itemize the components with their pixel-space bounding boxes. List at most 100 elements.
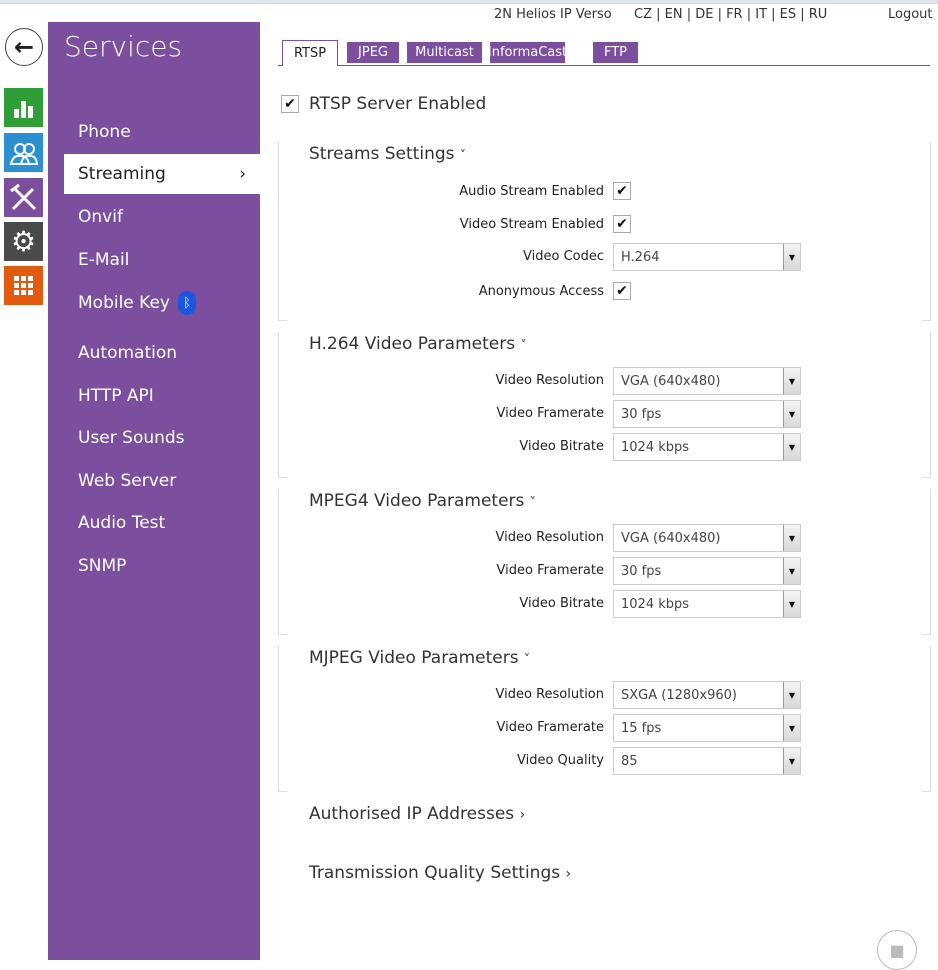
language-selector[interactable]: CZ | EN | DE | FR | IT | ES | RU: [634, 7, 828, 22]
select-value: VGA (640x480): [621, 531, 721, 546]
streams-settings-section: Streams Settings ˅ Audio Stream Enabled ✔…: [278, 142, 931, 321]
select-value: 30 fps: [621, 407, 662, 422]
streams-settings-title[interactable]: Streams Settings ˅: [309, 144, 466, 164]
mpeg4-bitrate-select[interactable]: 1024 kbps ▼: [613, 590, 801, 618]
section-title: Streams Settings: [309, 144, 455, 164]
tab-informacast[interactable]: InformaCast: [488, 42, 567, 63]
sidebar-item-label: Streaming: [78, 164, 166, 184]
sidebar-item-user-sounds[interactable]: User Sounds: [78, 428, 185, 448]
chevron-down-icon: ˅: [520, 338, 527, 352]
device-name: 2N Helios IP Verso: [494, 7, 612, 22]
dropdown-arrow-icon: ▼: [783, 748, 800, 774]
chevron-right-icon: ›: [519, 807, 526, 823]
section-title: MPEG4 Video Parameters: [309, 491, 525, 511]
tab-jpeg[interactable]: JPEG: [347, 42, 399, 63]
users-icon[interactable]: [4, 133, 43, 172]
dropdown-arrow-icon: ▼: [783, 434, 800, 460]
grid-icon[interactable]: [4, 266, 43, 305]
tab-ftp[interactable]: FTP: [593, 42, 638, 63]
mjpeg-quality-select[interactable]: 85 ▼: [613, 747, 801, 775]
dropdown-arrow-icon: ▼: [783, 525, 800, 551]
sidebar-item-audio-test[interactable]: Audio Test: [78, 513, 166, 533]
chevron-down-icon: ˅: [459, 148, 466, 162]
sidebar-item-snmp[interactable]: SNMP: [78, 556, 127, 576]
video-quality-label: Video Quality: [516, 753, 604, 768]
sidebar-title: Services: [64, 30, 183, 63]
sidebar-item-automation[interactable]: Automation: [78, 343, 178, 363]
video-stream-label: Video Stream Enabled: [459, 217, 604, 232]
dropdown-arrow-icon: ▼: [783, 244, 800, 270]
video-bitrate-label: Video Bitrate: [519, 439, 604, 454]
dropdown-arrow-icon: ▼: [783, 715, 800, 741]
video-bitrate-label: Video Bitrate: [519, 596, 604, 611]
rtsp-enabled-row: ✔ RTSP Server Enabled: [281, 94, 486, 114]
section-title: H.264 Video Parameters: [309, 334, 516, 354]
dropdown-arrow-icon: ▼: [783, 591, 800, 617]
link-label: Authorised IP Addresses: [309, 804, 515, 824]
tab-bar: RTSP JPEG Multicast InformaCast FTP: [278, 40, 930, 66]
chevron-down-icon: ˅: [529, 495, 536, 509]
mjpeg-resolution-select[interactable]: SXGA (1280x960) ▼: [613, 681, 801, 709]
select-value: 30 fps: [621, 564, 662, 579]
sidebar-item-phone[interactable]: Phone: [78, 122, 131, 142]
sidebar-item-web-server[interactable]: Web Server: [78, 471, 177, 491]
tools-icon[interactable]: [4, 178, 43, 217]
video-resolution-label: Video Resolution: [495, 373, 604, 388]
sidebar: Services Phone Streaming › Onvif E-Mail M…: [48, 22, 260, 960]
transmission-quality-link[interactable]: Transmission Quality Settings ›: [309, 863, 571, 883]
authorised-ip-link[interactable]: Authorised IP Addresses ›: [309, 804, 525, 824]
dropdown-arrow-icon: ▼: [783, 401, 800, 427]
sidebar-item-streaming[interactable]: Streaming ›: [64, 154, 260, 194]
audio-stream-checkbox[interactable]: ✔: [613, 182, 631, 200]
tab-multicast[interactable]: Multicast: [407, 42, 482, 63]
mjpeg-section: MJPEG Video Parameters ˅ Video Resolutio…: [278, 646, 931, 792]
tab-rtsp[interactable]: RTSP: [282, 40, 338, 66]
h264-resolution-select[interactable]: VGA (640x480) ▼: [613, 367, 801, 395]
select-value: 85: [621, 754, 638, 769]
rtsp-enabled-label: RTSP Server Enabled: [309, 94, 487, 114]
sidebar-item-mobile-key[interactable]: Mobile Key ᛒ: [64, 283, 260, 323]
browser-top-bar: [0, 0, 938, 4]
logout-link[interactable]: Logout: [888, 7, 933, 22]
video-stream-checkbox[interactable]: ✔: [613, 215, 631, 233]
h264-framerate-select[interactable]: 30 fps ▼: [613, 400, 801, 428]
video-framerate-label: Video Framerate: [496, 406, 604, 421]
select-value: 1024 kbps: [621, 597, 690, 612]
audio-stream-label: Audio Stream Enabled: [459, 184, 604, 199]
chart-icon[interactable]: [4, 88, 43, 127]
back-arrow-icon[interactable]: ←: [5, 28, 43, 66]
select-value: 15 fps: [621, 721, 662, 736]
video-framerate-label: Video Framerate: [496, 563, 604, 578]
select-value: SXGA (1280x960): [621, 688, 737, 703]
select-value: VGA (640x480): [621, 374, 721, 389]
mpeg4-framerate-select[interactable]: 30 fps ▼: [613, 557, 801, 585]
anonymous-access-label: Anonymous Access: [478, 284, 604, 299]
mpeg4-section: MPEG4 Video Parameters ˅ Video Resolutio…: [278, 489, 931, 635]
sidebar-item-onvif[interactable]: Onvif: [78, 207, 123, 227]
sidebar-item-http-api[interactable]: HTTP API: [78, 386, 154, 406]
select-value: 1024 kbps: [621, 440, 690, 455]
video-resolution-label: Video Resolution: [495, 687, 604, 702]
video-codec-select[interactable]: H.264 ▼: [613, 243, 801, 271]
chevron-right-icon: ›: [239, 164, 246, 184]
bluetooth-icon: ᛒ: [178, 291, 196, 315]
chevron-down-icon: ˅: [524, 652, 530, 666]
mpeg4-resolution-select[interactable]: VGA (640x480) ▼: [613, 524, 801, 552]
h264-bitrate-select[interactable]: 1024 kbps ▼: [613, 433, 801, 461]
select-value: H.264: [621, 250, 660, 265]
anonymous-access-checkbox[interactable]: ✔: [613, 282, 631, 300]
mpeg4-title[interactable]: MPEG4 Video Parameters ˅: [309, 491, 536, 511]
sidebar-item-email[interactable]: E-Mail: [78, 250, 130, 270]
h264-title[interactable]: H.264 Video Parameters ˅: [309, 334, 526, 354]
save-icon[interactable]: ■: [877, 930, 917, 970]
chevron-right-icon: ›: [565, 866, 572, 882]
rtsp-enabled-checkbox[interactable]: ✔: [281, 95, 299, 113]
dropdown-arrow-icon: ▼: [783, 558, 800, 584]
video-codec-label: Video Codec: [523, 249, 604, 264]
section-title: MJPEG Video Parameters: [309, 648, 519, 668]
gear-icon[interactable]: ⚙: [4, 222, 43, 261]
link-label: Transmission Quality Settings: [309, 863, 561, 883]
dropdown-arrow-icon: ▼: [783, 682, 800, 708]
mjpeg-title[interactable]: MJPEG Video Parameters ˅: [309, 648, 530, 668]
mjpeg-framerate-select[interactable]: 15 fps ▼: [613, 714, 801, 742]
